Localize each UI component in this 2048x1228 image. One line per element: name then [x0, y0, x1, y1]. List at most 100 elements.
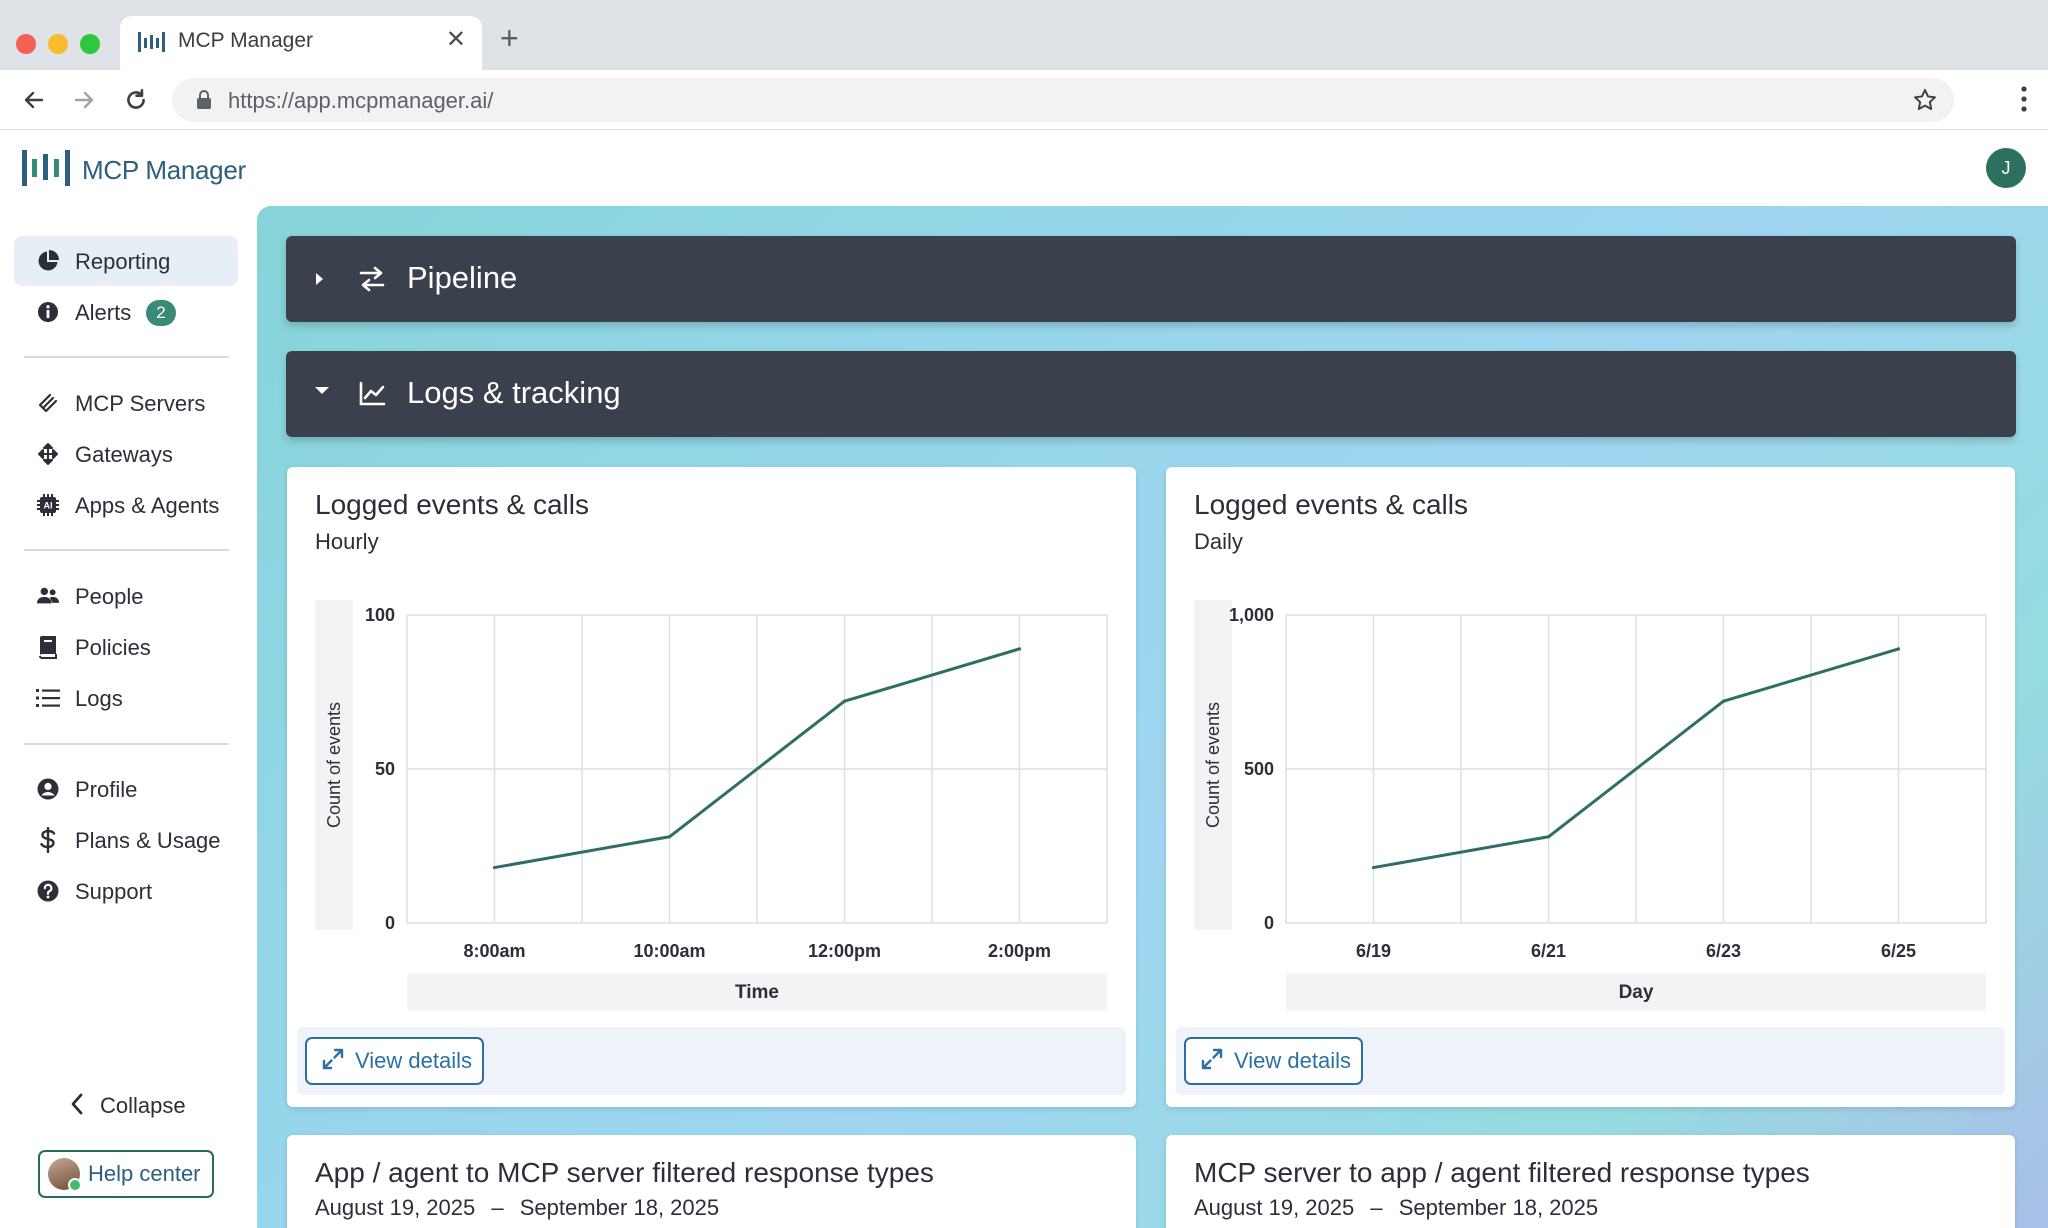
- sidebar-divider: [24, 743, 229, 745]
- y-tick-label: 0: [1264, 913, 1274, 933]
- browser-menu-icon[interactable]: [2020, 84, 2028, 119]
- x-tick-label: 12:00pm: [808, 941, 881, 961]
- tab-close-icon[interactable]: ✕: [445, 26, 466, 53]
- sidebar-item-label: Plans & Usage: [75, 828, 221, 853]
- user-circle-icon: [36, 777, 60, 801]
- people-icon: [36, 584, 60, 608]
- sidebar-item-alerts[interactable]: Alerts 2: [14, 287, 238, 337]
- minimize-window-button[interactable]: [48, 34, 68, 54]
- maximize-window-button[interactable]: [80, 34, 100, 54]
- x-tick-label: 6/23: [1706, 941, 1741, 961]
- data-point: [842, 699, 847, 703]
- swap-arrows-icon: [358, 266, 386, 297]
- forward-arrow-icon[interactable]: [68, 84, 100, 116]
- y-tick-label: 100: [365, 605, 395, 625]
- sidebar-item-label: Profile: [75, 777, 138, 802]
- y-axis-label: Count of events: [324, 702, 344, 828]
- url-text: https://app.mcpmanager.ai/: [228, 88, 494, 113]
- browser-toolbar: https://app.mcpmanager.ai/: [0, 70, 2048, 130]
- sidebar-item-label: Gateways: [75, 442, 173, 467]
- back-arrow-icon[interactable]: [18, 84, 50, 116]
- sidebar-item-policies[interactable]: Policies: [14, 622, 238, 672]
- x-axis-label: Time: [735, 982, 779, 1003]
- view-details-button[interactable]: View details: [1184, 1037, 1363, 1085]
- bookmark-star-icon[interactable]: [1912, 87, 1938, 118]
- card-footer: View details: [1176, 1027, 2005, 1095]
- view-details-label: View details: [355, 1048, 472, 1073]
- date-from: August 19, 2025: [1194, 1195, 1355, 1220]
- card-title: Logged events & calls: [315, 489, 589, 520]
- address-bar[interactable]: https://app.mcpmanager.ai/: [172, 78, 1954, 122]
- close-window-button[interactable]: [16, 34, 36, 54]
- sidebar-item-logs[interactable]: Logs: [14, 673, 238, 723]
- y-tick-label: 1,000: [1229, 605, 1274, 625]
- card-title: App / agent to MCP server filtered respo…: [315, 1157, 934, 1188]
- sidebar-item-people[interactable]: People: [14, 571, 238, 621]
- logs-tracking-section-header[interactable]: Logs & tracking: [286, 351, 2016, 437]
- y-axis-label: Count of events: [1203, 702, 1223, 828]
- sidebar-item-gateways[interactable]: Gateways: [14, 429, 238, 479]
- caret-right-icon: [312, 269, 326, 294]
- date-separator: –: [1370, 1195, 1383, 1220]
- tab-title: MCP Manager: [178, 29, 314, 52]
- user-avatar[interactable]: J: [1986, 148, 2026, 188]
- y-tick-label: 50: [375, 759, 395, 779]
- sidebar-divider: [24, 356, 229, 358]
- main-content: Pipeline Logs & tracking Logged events &…: [257, 206, 2048, 1228]
- support-agent-avatar: [48, 1158, 82, 1192]
- sidebar-item-reporting[interactable]: Reporting: [14, 236, 238, 286]
- data-point: [667, 835, 672, 839]
- sidebar-item-apps-agents[interactable]: AI Apps & Agents: [14, 480, 238, 530]
- sidebar-item-label: Policies: [75, 635, 151, 660]
- section-title: Logs & tracking: [407, 375, 621, 410]
- date-range: August 19, 2025 – September 18, 2025: [315, 1195, 719, 1221]
- sidebar-item-label: Reporting: [75, 249, 171, 274]
- lock-icon: [196, 90, 212, 115]
- app-logo[interactable]: MCP Manager: [22, 148, 246, 193]
- date-to: September 18, 2025: [519, 1195, 720, 1220]
- date-separator: –: [491, 1195, 504, 1220]
- new-tab-button[interactable]: +: [500, 20, 519, 56]
- card-subtitle: Daily: [1194, 529, 1243, 554]
- sidebar-item-plans-usage[interactable]: Plans & Usage: [14, 815, 238, 865]
- sidebar-item-label: Alerts: [75, 300, 132, 325]
- data-point: [492, 865, 497, 870]
- card-subtitle: Hourly: [315, 529, 379, 554]
- browser-tab[interactable]: MCP Manager ✕: [120, 16, 482, 70]
- y-tick-label: 500: [1244, 759, 1274, 779]
- caret-down-icon: [312, 384, 332, 403]
- sidebar-item-mcp-servers[interactable]: MCP Servers: [14, 378, 238, 428]
- series-line: [494, 647, 1020, 870]
- alerts-count-badge: 2: [146, 300, 176, 326]
- ai-chip-icon: AI: [36, 493, 60, 517]
- line-chart-icon: [358, 381, 386, 412]
- info-icon: [36, 300, 60, 324]
- x-tick-label: 10:00am: [633, 941, 705, 961]
- sidebar-item-label: Support: [75, 879, 153, 904]
- server-to-app-response-card: MCP server to app / agent filtered respo…: [1166, 1135, 2015, 1228]
- date-range: August 19, 2025 – September 18, 2025: [1194, 1195, 1598, 1221]
- x-tick-label: 6/25: [1881, 941, 1916, 961]
- help-center-label: Help center: [88, 1161, 201, 1186]
- data-point: [1017, 647, 1022, 651]
- sidebar-item-support[interactable]: Support: [14, 866, 238, 916]
- section-title: Pipeline: [407, 260, 518, 295]
- reload-icon[interactable]: [120, 84, 152, 116]
- daily-events-card: Logged events & calls Daily Count of eve…: [1166, 467, 2015, 1107]
- x-tick-label: 8:00am: [463, 941, 525, 961]
- help-center-button[interactable]: Help center: [38, 1150, 214, 1198]
- collapse-sidebar-button[interactable]: Collapse: [70, 1090, 186, 1122]
- app-header: MCP Manager J: [0, 130, 2048, 206]
- sidebar-item-profile[interactable]: Profile: [14, 764, 238, 814]
- daily-line-chart: Count of events 0 500 1,000 6/19 6/21 6/23 6/25…: [1194, 600, 1987, 1011]
- date-from: August 19, 2025: [315, 1195, 476, 1220]
- sidebar: Reporting Alerts 2 MCP Servers Gateways …: [0, 206, 256, 1228]
- mcp-manager-favicon-icon: [138, 30, 166, 59]
- hourly-events-card: Logged events & calls Hourly Count of ev…: [287, 467, 1136, 1107]
- x-axis-label: Day: [1619, 982, 1654, 1003]
- pie-chart-icon: [36, 249, 60, 273]
- pipeline-section-header[interactable]: Pipeline: [286, 236, 2016, 322]
- view-details-button[interactable]: View details: [305, 1037, 484, 1085]
- card-title: Logged events & calls: [1194, 489, 1468, 520]
